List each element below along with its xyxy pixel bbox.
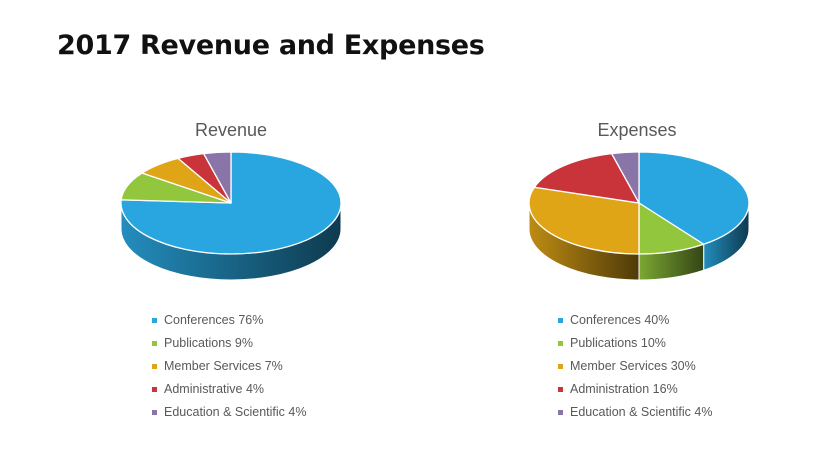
expenses-legend-label: Member Services 30% [570, 359, 696, 373]
revenue-legend: Conferences 76% Publications 9% Member Ser… [152, 309, 306, 424]
revenue-legend-item: Publications 9% [152, 332, 306, 355]
expenses-legend-item: Education & Scientific 4% [558, 401, 712, 424]
revenue-legend-swatch [152, 341, 157, 346]
revenue-legend-label: Education & Scientific 4% [164, 405, 307, 419]
expenses-legend: Conferences 40% Publications 10% Member Se… [558, 309, 712, 424]
expenses-slice-education-scientific-4 [610, 151, 640, 204]
expenses-legend-item: Administration 16% [558, 378, 712, 401]
expenses-pie-chart [528, 151, 750, 281]
expenses-legend-item: Conferences 40% [558, 309, 712, 332]
expenses-legend-swatch [558, 341, 563, 346]
expenses-legend-swatch [558, 387, 563, 392]
expenses-legend-label: Conferences 40% [570, 313, 670, 327]
expenses-slice-administration-16 [533, 152, 640, 204]
revenue-slice-education-scientific-4 [202, 151, 232, 204]
revenue-legend-swatch [152, 387, 157, 392]
expenses-legend-label: Publications 10% [570, 336, 666, 350]
revenue-pie-chart [120, 151, 342, 281]
expenses-legend-label: Administration 16% [570, 382, 678, 396]
expenses-legend-item: Member Services 30% [558, 355, 712, 378]
revenue-legend-item: Member Services 7% [152, 355, 306, 378]
revenue-pie-top [120, 151, 342, 255]
expenses-chart-title: Expenses [597, 120, 677, 140]
revenue-legend-label: Conferences 76% [164, 313, 264, 327]
revenue-legend-label: Member Services 7% [164, 359, 283, 373]
revenue-legend-label: Administrative 4% [164, 382, 265, 396]
revenue-legend-label: Publications 9% [164, 336, 253, 350]
revenue-legend-swatch [152, 318, 157, 323]
expenses-legend-swatch [558, 364, 563, 369]
expenses-slice-conferences-40 [638, 151, 750, 245]
expenses-legend-item: Publications 10% [558, 332, 712, 355]
expenses-pie-top [528, 151, 750, 255]
expenses-legend-swatch [558, 410, 563, 415]
expenses-legend-label: Education & Scientific 4% [570, 405, 713, 419]
expenses-slice-member-services-30 [528, 186, 640, 255]
revenue-chart-title: Revenue [194, 120, 268, 140]
revenue-legend-item: Conferences 76% [152, 309, 306, 332]
expenses-legend-swatch [558, 318, 563, 323]
revenue-legend-item: Administrative 4% [152, 378, 306, 401]
revenue-legend-item: Education & Scientific 4% [152, 401, 306, 424]
revenue-legend-swatch [152, 410, 157, 415]
slide-title: 2017 Revenue and Expenses [57, 30, 485, 61]
revenue-legend-swatch [152, 364, 157, 369]
